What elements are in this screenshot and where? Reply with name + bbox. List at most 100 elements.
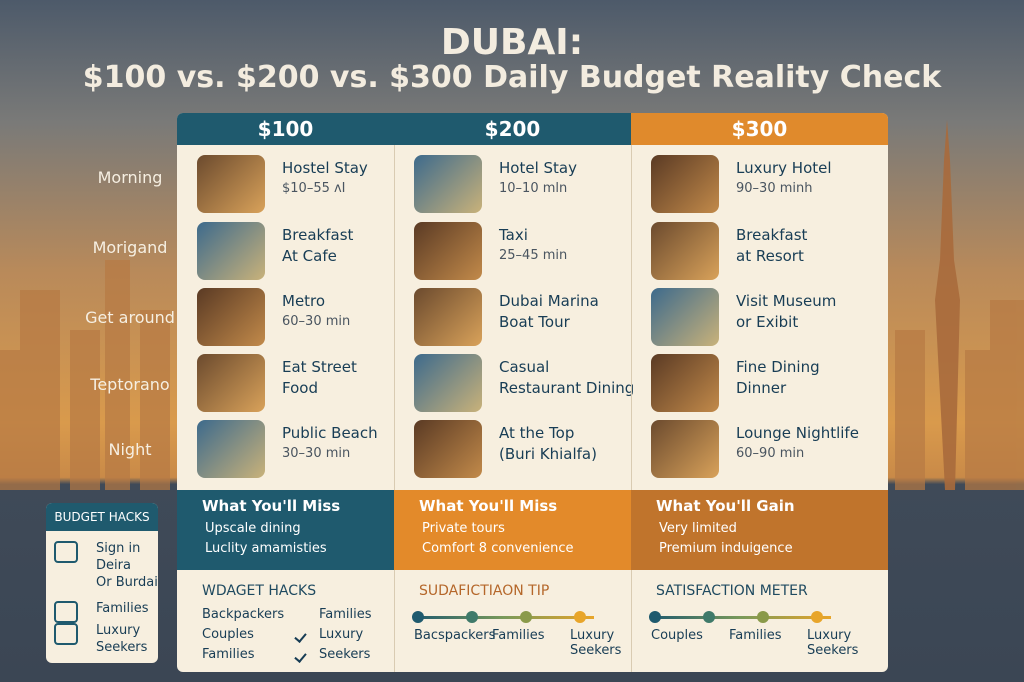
footer-label: Families [202,647,255,662]
item-title: Fine Dining [736,358,820,376]
band [177,490,394,570]
side-box: BUDGET HACKS Sign in Deira Or Burdai Familie… [46,503,158,663]
item-photo [414,222,482,280]
item-photo [651,288,719,346]
meter-dot [412,611,424,623]
item-title: Lounge Nightlife [736,424,859,442]
item-photo [414,288,482,346]
band-bullet: Premium induigence [659,541,793,556]
item-title: (Buri Khialfa) [499,445,597,463]
footer-label: Luxury [319,627,364,642]
column-header: $100 [177,113,394,145]
item-title: At Cafe [282,247,337,265]
item-title: Eat Street [282,358,357,376]
item-title: Casual [499,358,550,376]
meter-dot [520,611,532,623]
footer-label: Seekers [319,647,371,662]
column-header: $300 [631,113,888,145]
item-title: Visit Museum [736,292,837,310]
side-icon [54,623,78,645]
check-mark [294,650,307,663]
item-title: Metro [282,292,326,310]
meter-label: Bacspackers [414,628,496,643]
item-detail: 30–30 min [282,446,351,461]
row-label: Get around [85,308,175,327]
side-text: Families [96,601,149,616]
side-icon [54,541,78,563]
side-icon [54,601,78,623]
meter-line [651,616,831,619]
column-divider [394,145,395,672]
footer-label: Couples [202,627,254,642]
side-header: BUDGET HACKS [46,503,158,531]
meter-dot [649,611,661,623]
item-detail: 60–30 min [282,314,351,329]
item-photo [651,155,719,213]
item-photo [197,420,265,478]
item-photo [414,354,482,412]
item-title: Food [282,379,318,397]
row-label: Morigand [92,238,168,257]
side-text: Luxury [96,623,141,638]
item-photo [197,222,265,280]
meter-dot [811,611,823,623]
band-bullet: Upscale dining [205,521,301,536]
meter-dot [703,611,715,623]
band-bullet: Luclity amamisties [205,541,327,556]
side-text: Or Burdai [96,575,158,590]
meter-dot [466,611,478,623]
band-bullet: Private tours [422,521,505,536]
meter-label: Couples [651,628,703,643]
column-header: $200 [394,113,631,145]
side-text: Sign in [96,541,141,556]
band-heading: What You'll Miss [419,497,558,515]
item-title: Breakfast [282,226,354,244]
item-title: Boat Tour [499,313,570,331]
item-title: Restaurant Dining [499,379,635,397]
band-heading: What You'll Gain [656,497,795,515]
item-photo [197,155,265,213]
meter-label: Luxury Seekers [807,628,859,658]
footer-heading: WDAGET HACKS [202,583,317,599]
item-detail: 10–10 mln [499,181,568,196]
footer-heading: SATISFACTION METER [656,583,808,599]
meter-label: Families [492,628,545,643]
item-photo [651,354,719,412]
item-photo [197,354,265,412]
meter-dot [574,611,586,623]
item-title: Breakfast [736,226,808,244]
item-title: Public Beach [282,424,378,442]
side-text: Deira [96,558,131,573]
side-text: Seekers [96,640,148,655]
item-title: Hotel Stay [499,159,577,177]
meter-dot [757,611,769,623]
item-title: Dinner [736,379,787,397]
meter-label: Families [729,628,782,643]
footer-heading: SUDAFICTIAON TIP [419,583,550,599]
band [631,490,888,570]
check-mark [294,630,307,643]
row-label: Night [108,440,152,459]
footer-label: Families [319,607,372,622]
band [394,490,631,570]
meter-line [414,616,594,619]
item-photo [651,222,719,280]
item-detail: 60–90 min [736,446,805,461]
item-detail: 25–45 min [499,248,568,263]
band-bullet: Comfort 8 convenience [422,541,574,556]
item-detail: 90–30 minh [736,181,813,196]
item-photo [414,155,482,213]
item-detail: $10–55 ʌI [282,181,346,196]
column-divider [631,145,632,672]
band-bullet: Very limited [659,521,737,536]
item-title: Luxury Hotel [736,159,832,177]
row-label: Morning [97,168,163,187]
item-title: at Resort [736,247,804,265]
subtitle: $100 vs. $200 vs. $300 Daily Budget Real… [82,60,942,95]
item-photo [197,288,265,346]
item-photo [414,420,482,478]
item-title: At the Top [499,424,575,442]
title: DUBAI: [440,22,584,63]
